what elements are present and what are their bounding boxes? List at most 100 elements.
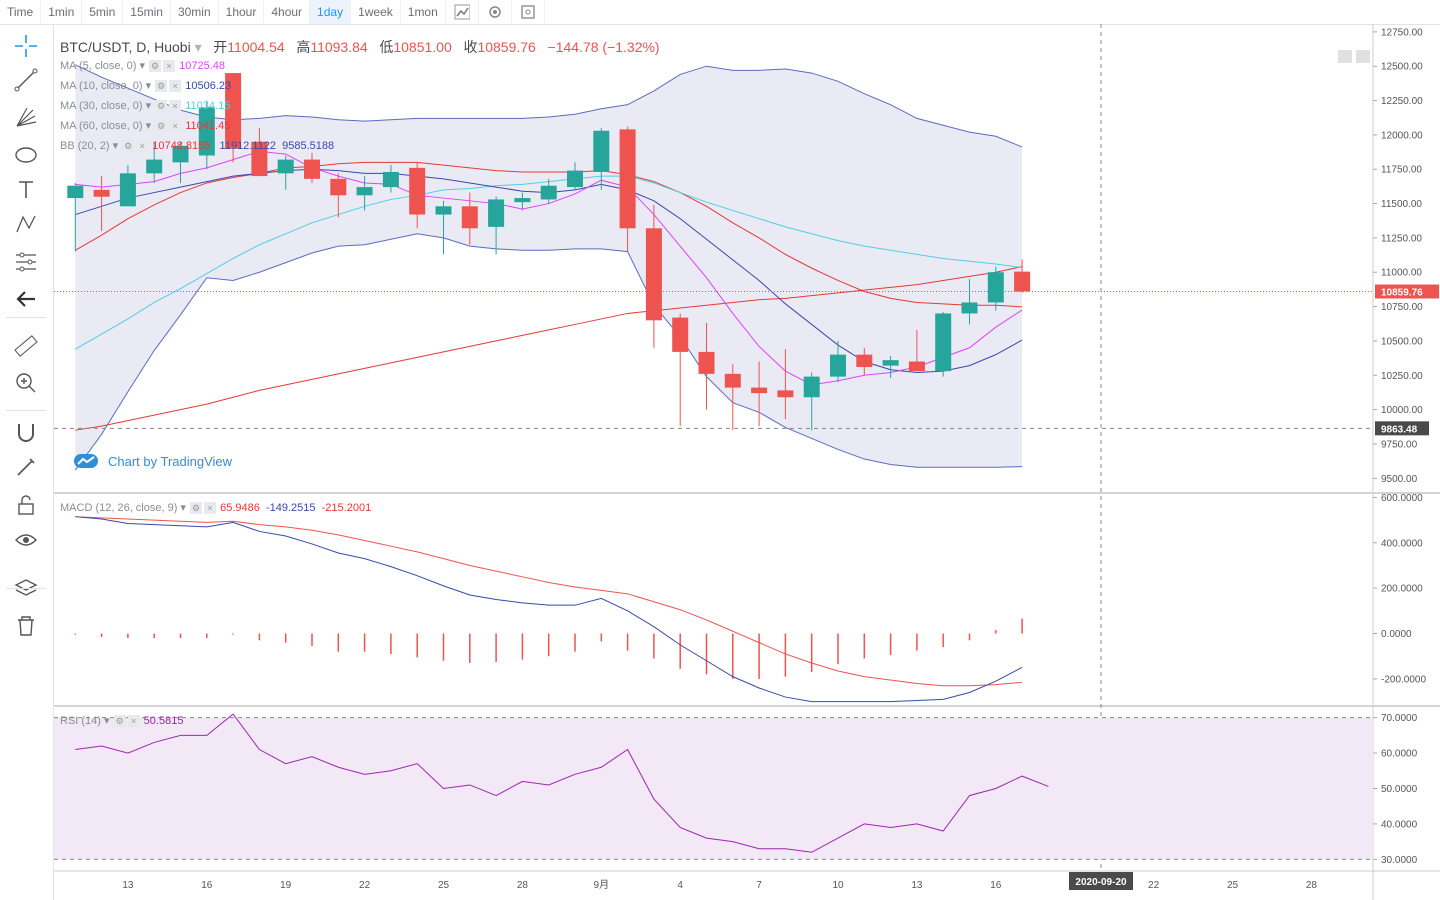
trash-icon[interactable] — [12, 612, 40, 640]
tradingview-logo-icon — [74, 454, 98, 468]
price-tick-label: 10250.00 — [1381, 371, 1423, 382]
zoom-icon[interactable] — [12, 369, 40, 397]
rsi-label: RSI (14) — [60, 715, 101, 727]
price-tick-label: 11500.00 — [1381, 199, 1422, 210]
prediction-icon[interactable] — [12, 248, 40, 276]
cursor-date-label: 2020-09-20 — [1075, 877, 1127, 888]
settings-icon[interactable]: ⚙ — [122, 140, 135, 153]
macd-line — [75, 516, 1023, 703]
candle-body — [146, 159, 163, 174]
settings-icon[interactable]: ⚙ — [190, 502, 203, 515]
timeframe-30min[interactable]: 30min — [171, 0, 219, 24]
time-tick-label: 19 — [280, 880, 292, 891]
crosshair-icon[interactable] — [12, 32, 40, 60]
ma60-legend[interactable]: MA (60, close, 0) ▾ ⚙ × 11041.45 — [60, 120, 231, 133]
timeframe-5min[interactable]: 5min — [82, 0, 124, 24]
settings-icon[interactable]: ⚙ — [149, 60, 162, 73]
candle-body — [961, 302, 978, 314]
candle-body — [1014, 271, 1031, 292]
chart-style-icon[interactable] — [446, 0, 479, 24]
rsi-tick-label: 30.0000 — [1381, 855, 1418, 866]
symbol-title[interactable]: BTC/USDT, D, Huobi — [60, 39, 191, 55]
candle-body — [882, 360, 899, 366]
candle-body — [330, 178, 347, 196]
trend-line-icon[interactable] — [12, 66, 40, 94]
bb-legend[interactable]: BB (20, 2) ▾ ⚙ × 10748.8155 11912.1122 95… — [60, 140, 335, 153]
close-icon[interactable]: × — [127, 715, 140, 728]
lock-drawing-icon[interactable] — [12, 453, 40, 481]
timeframe-1hour[interactable]: 1hour — [219, 0, 265, 24]
shapes-icon[interactable] — [12, 141, 40, 169]
text-icon[interactable] — [12, 176, 40, 204]
candle-body — [356, 187, 373, 196]
price-tick-label: 10000.00 — [1381, 405, 1423, 416]
open-label: 开 — [213, 39, 228, 55]
macd-legend[interactable]: MACD (12, 26, close, 9) ▾ ⚙ × 65.9486 -14… — [60, 502, 372, 515]
pane-up-button — [1338, 50, 1352, 63]
candle-body — [777, 390, 794, 398]
settings-icon[interactable]: ⚙ — [155, 120, 168, 133]
watermark-text: Chart by TradingView — [108, 453, 233, 469]
time-tick-label: 22 — [1148, 880, 1160, 891]
fullscreen-icon[interactable] — [512, 0, 545, 24]
candle-body — [382, 171, 399, 188]
rsi-line — [75, 713, 1049, 853]
ma10-legend[interactable]: MA (10, close, 0) ▾ ⚙ × 10506.23 — [60, 80, 232, 93]
price-tick-label: 10750.00 — [1381, 302, 1423, 313]
time-tick-label: 25 — [1227, 880, 1239, 891]
close-icon[interactable]: × — [169, 120, 182, 133]
candle-body — [435, 206, 452, 215]
rsi-legend[interactable]: RSI (14) ▾ ⚙ × 50.5815 — [60, 715, 184, 728]
close-icon[interactable]: × — [169, 100, 182, 113]
ma5-legend[interactable]: MA (5, close, 0) ▾ ⚙ × 10725.48 — [60, 60, 226, 73]
rsi-tick-label: 40.0000 — [1381, 819, 1418, 830]
timeframe-1week[interactable]: 1week — [351, 0, 401, 24]
timeframe-toolbar: Time 1min 5min 15min 30min 1hour 4hour 1day 1wee… — [0, 0, 1440, 25]
candle-body — [119, 173, 136, 207]
rsi-band-fill — [54, 717, 1373, 860]
candle-body — [803, 376, 820, 398]
macd-tick-label: 400.0000 — [1381, 538, 1423, 549]
candle-body — [856, 354, 873, 368]
close-icon[interactable]: × — [169, 80, 182, 93]
timeframe-4hour[interactable]: 4hour — [264, 0, 311, 24]
layers-icon[interactable] — [12, 575, 40, 603]
close-icon[interactable]: × — [204, 502, 217, 515]
time-tick-label: 13 — [122, 880, 134, 891]
ruler-icon[interactable] — [12, 332, 40, 360]
macd-hist-value: 65.9486 — [220, 502, 260, 514]
magnet-icon[interactable] — [12, 419, 40, 447]
candle-body — [67, 185, 84, 199]
price-tick-label: 12750.00 — [1381, 27, 1423, 38]
settings-icon[interactable]: ⚙ — [113, 715, 126, 728]
back-arrow-icon[interactable] — [12, 285, 40, 313]
candle-body — [593, 130, 610, 172]
candle-body — [225, 73, 242, 149]
timeframe-time[interactable]: Time — [0, 0, 42, 24]
candle-body — [935, 313, 952, 372]
candle-body — [251, 141, 268, 177]
ma30-legend[interactable]: MA (30, close, 0) ▾ ⚙ × 11034.15 — [60, 100, 231, 113]
high-label: 高 — [296, 39, 311, 55]
pitchfork-icon[interactable] — [12, 103, 40, 131]
pattern-icon[interactable] — [12, 211, 40, 239]
settings-icon[interactable]: ⚙ — [155, 100, 168, 113]
eye-icon[interactable] — [12, 526, 40, 554]
settings-icon[interactable]: ⚙ — [155, 80, 168, 93]
candle-body — [619, 129, 636, 229]
close-icon[interactable]: × — [163, 60, 176, 73]
settings-icon[interactable] — [479, 0, 512, 24]
timeframe-1min[interactable]: 1min — [41, 0, 83, 24]
high-value: 11093.84 — [310, 39, 368, 55]
close-icon[interactable]: × — [136, 140, 149, 153]
candle-body — [540, 185, 557, 200]
timeframe-15min[interactable]: 15min — [123, 0, 171, 24]
time-tick-label: 10 — [832, 880, 844, 891]
time-tick-label: 13 — [911, 880, 923, 891]
tradingview-watermark[interactable]: Chart by TradingView — [74, 452, 232, 470]
macd-signal-value: -215.2001 — [321, 502, 372, 514]
timeframe-1mon[interactable]: 1mon — [401, 0, 446, 24]
unlock-icon[interactable] — [12, 491, 40, 519]
timeframe-1day[interactable]: 1day — [310, 0, 352, 24]
